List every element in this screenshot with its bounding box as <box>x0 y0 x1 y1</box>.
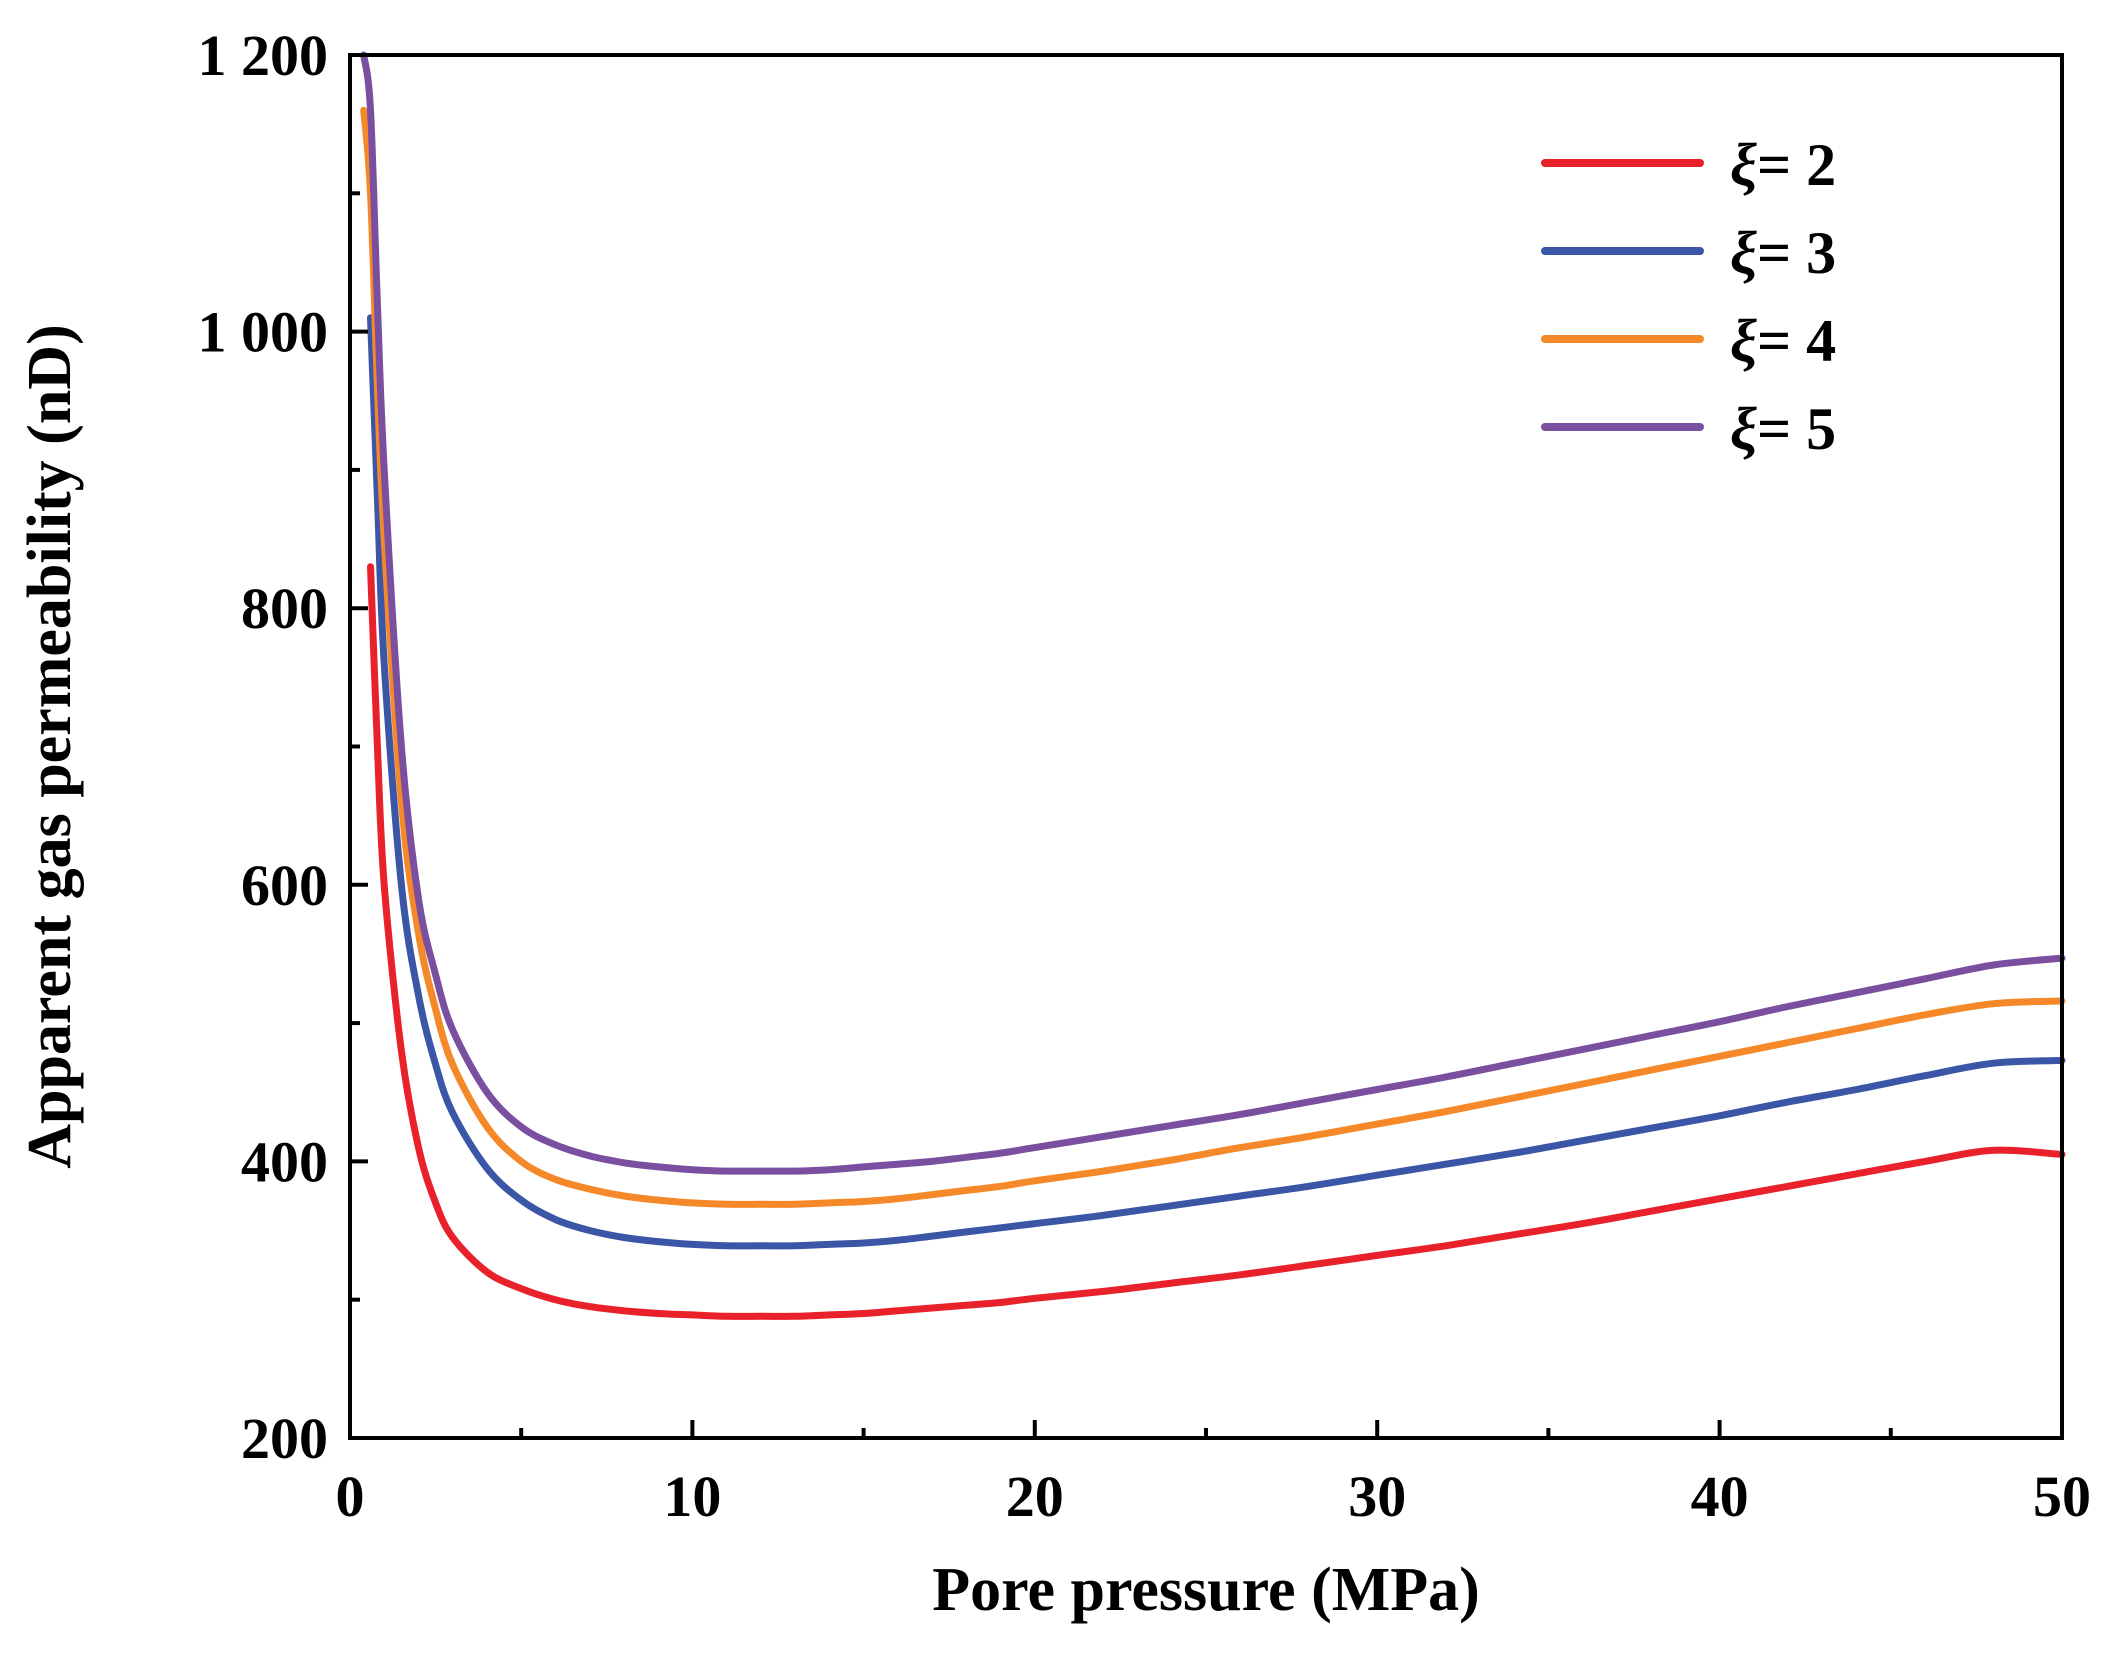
y-tick-label: 1 000 <box>198 300 329 365</box>
legend-label: ξ= 3 <box>1730 220 1836 286</box>
legend-label: ξ= 5 <box>1730 396 1836 462</box>
legend-value: = 2 <box>1757 132 1836 198</box>
legend-value: = 3 <box>1757 220 1836 286</box>
y-tick-label: 1 200 <box>198 23 329 88</box>
y-tick-label: 600 <box>241 853 328 918</box>
x-tick-label: 50 <box>2033 1464 2091 1529</box>
legend-symbol: ξ <box>1730 308 1757 374</box>
ticks-layer: 0 10 20 30 40 50 200 400 600 800 1 000 1 200 <box>198 23 2092 1529</box>
legend: ξ= 2ξ= 3ξ= 4ξ= 5 <box>1541 132 1836 462</box>
y-axis-label: Apparent gas permeability (nD) <box>16 324 84 1168</box>
legend-entry-1: ξ= 2 <box>1541 132 1836 198</box>
y-tick-label: 200 <box>241 1406 328 1471</box>
x-tick-label: 20 <box>1006 1464 1064 1529</box>
legend-label: ξ= 2 <box>1730 132 1836 198</box>
x-tick-label: 30 <box>1348 1464 1406 1529</box>
x-tick-label: 0 <box>336 1464 365 1529</box>
x-axis-label: Pore pressure (MPa) <box>932 1556 1480 1624</box>
series-line-1 <box>367 563 2066 1320</box>
x-tick-label: 10 <box>663 1464 721 1529</box>
legend-label: ξ= 4 <box>1730 308 1836 374</box>
legend-symbol: ξ <box>1730 396 1757 462</box>
legend-entry-4: ξ= 5 <box>1541 396 1836 462</box>
series-line-3 <box>360 106 2066 1208</box>
y-tick-label: 800 <box>241 576 328 641</box>
legend-symbol: ξ <box>1730 220 1757 286</box>
x-tick-label: 40 <box>1691 1464 1749 1529</box>
series-line-2 <box>367 314 2066 1250</box>
legend-entry-2: ξ= 3 <box>1541 220 1836 286</box>
y-tick-label: 400 <box>241 1129 328 1194</box>
series-line-4 <box>360 51 2066 1175</box>
series-layer <box>360 51 2066 1320</box>
legend-value: = 4 <box>1757 308 1836 374</box>
legend-symbol: ξ <box>1730 132 1757 198</box>
legend-entry-3: ξ= 4 <box>1541 308 1836 374</box>
legend-value: = 5 <box>1757 396 1836 462</box>
